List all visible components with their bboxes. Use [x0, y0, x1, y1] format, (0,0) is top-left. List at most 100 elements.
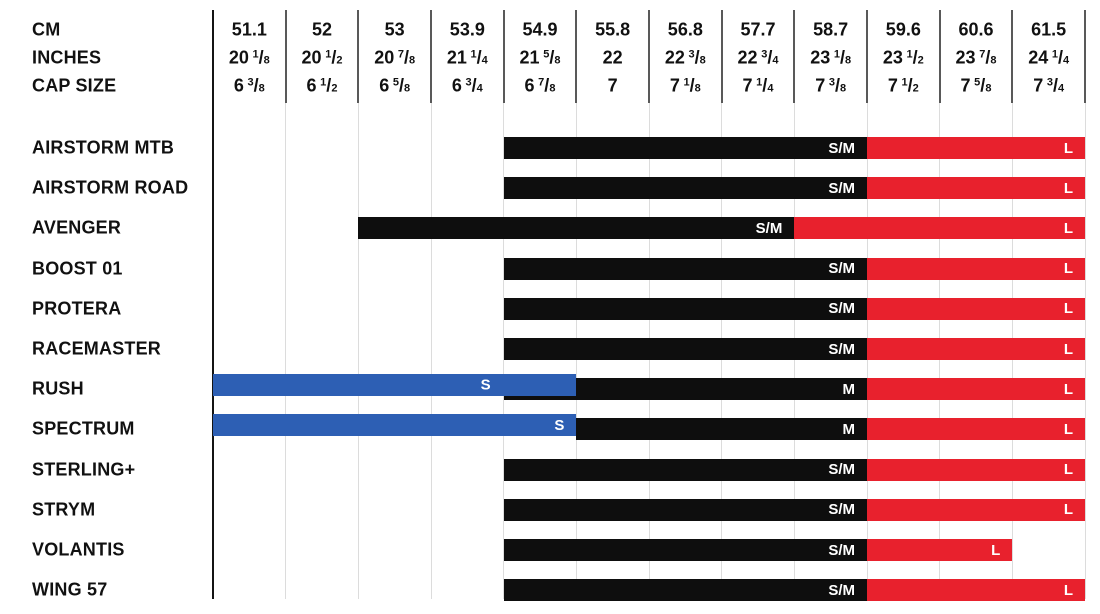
header-inches-value: 22 3/8	[664, 47, 706, 68]
bar-size-label: L	[1063, 380, 1073, 398]
bar-size-label: S/M	[828, 340, 855, 358]
axis-row-label-inches: INCHES	[32, 47, 102, 68]
size-range-bar: S/M	[503, 297, 867, 320]
body-column-gridline	[357, 103, 359, 599]
size-range-bar: L	[867, 257, 1085, 280]
bar-size-label: S/M	[828, 501, 855, 519]
header-inches-value: 23 1/2	[882, 47, 924, 68]
model-label: SPECTRUM	[32, 418, 135, 439]
model-label: PROTERA	[32, 298, 122, 319]
size-range-bar: S/M	[503, 257, 867, 280]
model-label: STERLING+	[32, 459, 136, 480]
header-column-divider	[284, 10, 287, 103]
header-inches-value: 22 3/4	[737, 47, 779, 68]
model-label: WING 57	[32, 579, 108, 600]
header-cm-value: 53	[384, 19, 405, 40]
size-range-bar: M	[576, 418, 867, 441]
bar-size-label: L	[1063, 501, 1073, 519]
size-range-bar: L	[867, 498, 1085, 521]
header-cm-value: 51.1	[231, 19, 267, 40]
header-cm-value: 55.8	[595, 19, 631, 40]
body-column-gridline	[1084, 103, 1086, 599]
size-range-bar: S/M	[503, 579, 867, 602]
size-range-bar: S/M	[503, 539, 867, 561]
model-label: STRYM	[32, 499, 96, 520]
bar-size-label: S/M	[755, 219, 783, 237]
size-range-bar: S/M	[503, 338, 867, 360]
size-range-bar: L	[867, 297, 1085, 320]
bar-size-label: L	[1063, 300, 1073, 318]
header-cap-size-value: 6 3/4	[451, 75, 483, 96]
bar-size-label: S/M	[828, 461, 855, 479]
header-cm-value: 52	[311, 19, 333, 40]
model-label: RUSH	[32, 378, 84, 399]
header-cm-value: 54.9	[522, 19, 558, 40]
header-cm-value: 58.7	[813, 19, 849, 40]
header-cap-size-value: 6 3/8	[233, 75, 265, 96]
header-cap-size-value: 6 5/8	[379, 75, 411, 96]
bar-size-label: S/M	[828, 139, 855, 157]
size-range-bar: L	[867, 579, 1085, 602]
size-range-bar: L	[867, 137, 1085, 159]
bar-size-label: S/M	[828, 581, 855, 599]
bar-size-label: S/M	[828, 300, 855, 318]
header-column-divider	[648, 10, 650, 103]
model-label: RACEMASTER	[32, 338, 162, 359]
header-column-divider	[720, 10, 723, 103]
header-column-divider	[430, 10, 432, 103]
bar-size-label: L	[1063, 219, 1073, 237]
header-cap-size-value: 7 3/4	[1033, 75, 1065, 96]
bar-size-label: L	[1063, 179, 1073, 197]
chart-left-axis-line	[212, 10, 214, 599]
bar-size-label: M	[842, 380, 855, 398]
size-range-bar: S/M	[503, 458, 867, 481]
header-inches-value: 20 7/8	[374, 47, 416, 68]
bar-size-label: L	[1063, 461, 1073, 479]
bar-size-label: M	[842, 420, 855, 438]
bar-size-label: L	[1063, 260, 1073, 278]
header-column-divider	[502, 10, 505, 103]
size-range-bar: S/M	[503, 177, 867, 200]
bar-size-label: S/M	[828, 179, 855, 197]
header-inches-value: 21 1/4	[446, 47, 488, 68]
body-column-gridline	[430, 103, 432, 599]
header-cap-size-value: 7 1/2	[887, 75, 919, 96]
header-cap-size-value: 7 3/8	[815, 75, 847, 96]
size-range-bar: L	[867, 418, 1085, 441]
model-label: AIRSTORM ROAD	[32, 177, 189, 198]
header-cm-value: 57.7	[740, 19, 776, 40]
header-column-divider	[575, 10, 578, 103]
header-cm-value: 56.8	[667, 19, 703, 40]
bar-size-label: S/M	[828, 541, 855, 559]
header-cap-size-value: 7 5/8	[960, 75, 992, 96]
model-label: VOLANTIS	[32, 539, 125, 560]
header-inches-value: 20 1/2	[301, 47, 343, 68]
header-inches-value: 23 1/8	[810, 47, 852, 68]
header-cm-value: 61.5	[1031, 19, 1067, 40]
size-range-bar: L	[867, 338, 1085, 360]
axis-row-label-cap-size: CAP SIZE	[32, 75, 117, 96]
header-column-divider	[1011, 10, 1014, 103]
header-cap-size-value: 6 1/2	[306, 75, 338, 96]
body-column-gridline	[285, 103, 287, 599]
header-column-divider	[938, 10, 941, 103]
header-column-divider	[1084, 10, 1086, 103]
header-cap-size-value: 7 1/4	[742, 75, 774, 96]
header-column-divider	[866, 10, 868, 103]
header-inches-value: 24 1/4	[1028, 47, 1070, 68]
bar-size-label: L	[1063, 420, 1073, 438]
bar-size-label: L	[1063, 581, 1073, 599]
header-cap-size-value: 6 7/8	[524, 75, 556, 96]
header-cm-value: 59.6	[885, 19, 921, 40]
header-cm-value: 53.9	[449, 19, 485, 40]
size-range-bar: S/M	[358, 217, 795, 240]
size-range-bar: L	[867, 177, 1085, 200]
model-label: AVENGER	[32, 217, 122, 238]
size-range-bar: L	[867, 378, 1085, 401]
bar-size-label: L	[991, 541, 1001, 559]
size-range-bar: S/M	[503, 137, 867, 159]
header-cap-size-value: 7	[607, 75, 618, 96]
header-inches-value: 21 5/8	[519, 47, 561, 68]
size-range-bar: S/M	[503, 498, 867, 521]
